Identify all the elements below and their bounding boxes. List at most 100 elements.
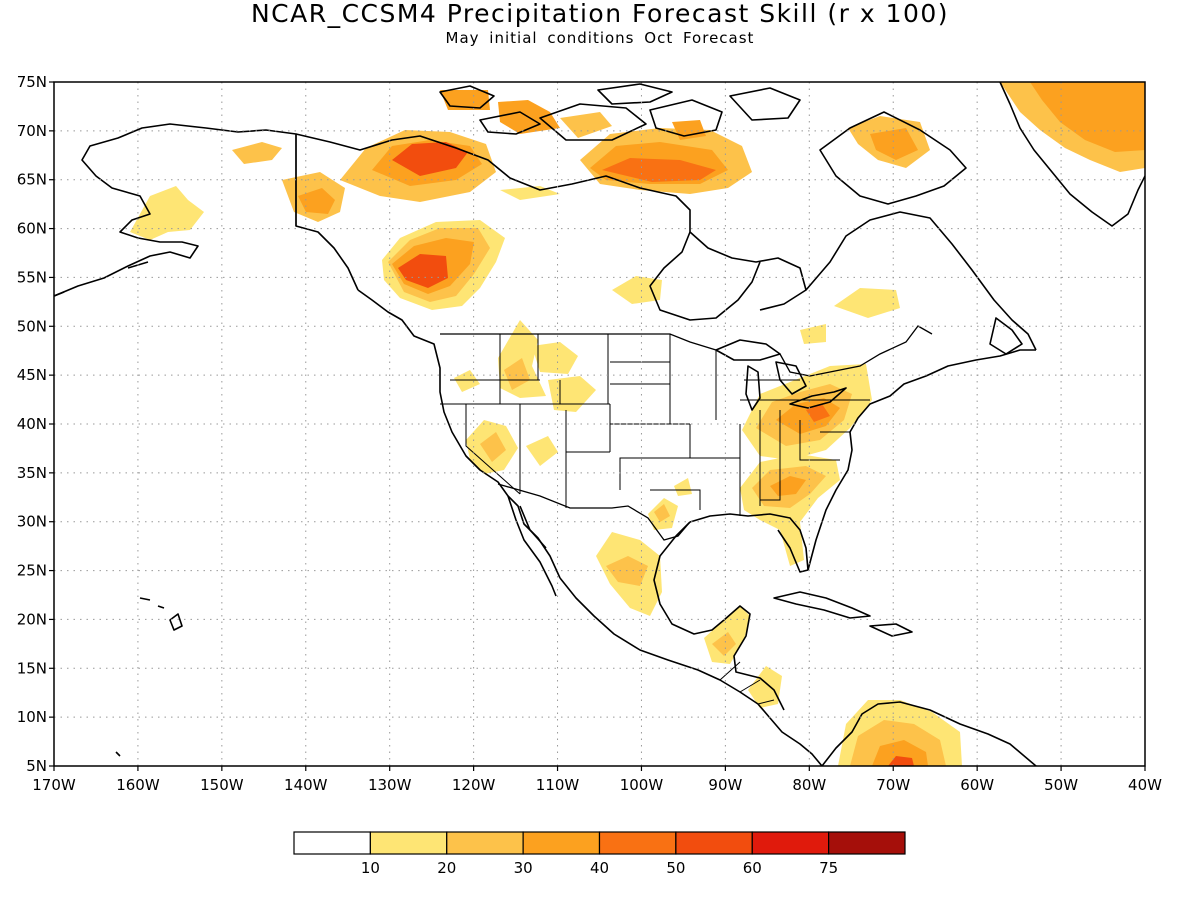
colorbar-swatch bbox=[293, 831, 371, 855]
lon-tick-label: 100W bbox=[620, 776, 664, 794]
us-canada-border bbox=[440, 325, 933, 377]
arctic-island-4 bbox=[439, 85, 495, 109]
skill-patch-montana bbox=[532, 342, 578, 374]
skill-patch-greenland-core bbox=[1030, 82, 1145, 152]
skill-patch-ohio-valley-core bbox=[806, 404, 830, 422]
skill-patch-texas-core bbox=[654, 504, 670, 522]
central-america-borders bbox=[719, 661, 775, 705]
colorbar-swatch bbox=[522, 831, 601, 855]
skill-patch-venezuela-upper bbox=[872, 740, 928, 766]
skill-patch-northern-rockies-core bbox=[504, 358, 530, 390]
cuba-coast bbox=[773, 591, 871, 619]
lat-tick-label: 40N bbox=[17, 415, 47, 433]
colorbar-swatch bbox=[828, 831, 906, 855]
east-coast bbox=[807, 349, 1036, 571]
map-plot-area bbox=[53, 81, 1146, 767]
colorbar-label: 60 bbox=[743, 859, 762, 877]
lat-tick-label: 50N bbox=[17, 317, 47, 335]
skill-patch-east-texas bbox=[674, 478, 692, 496]
lat-tick-label: 20N bbox=[17, 610, 47, 628]
lon-tick-label: 90W bbox=[708, 776, 742, 794]
gulf-coast bbox=[653, 521, 785, 711]
greenland-coast bbox=[999, 82, 1145, 227]
skill-patch-quebec bbox=[834, 288, 900, 318]
lon-tick-label: 140W bbox=[284, 776, 328, 794]
skill-patch-quebec-south bbox=[800, 324, 826, 344]
south-america-coast bbox=[821, 701, 1037, 766]
skill-patch-central-america bbox=[748, 666, 782, 708]
lon-tick-label: 150W bbox=[200, 776, 244, 794]
coastlines bbox=[54, 82, 1145, 766]
skill-patch-yucatan-core bbox=[712, 632, 736, 656]
colorbar-swatch bbox=[446, 831, 524, 855]
great-lake-erie-ontario bbox=[789, 387, 847, 409]
arctic-coast bbox=[295, 133, 807, 311]
skill-patch-baffin-core bbox=[870, 128, 918, 160]
baffin-coast bbox=[819, 111, 967, 205]
hispaniola-coast bbox=[869, 623, 913, 637]
lat-tick-label: 45N bbox=[17, 366, 47, 384]
map-subtitle: May initial conditions Oct Forecast bbox=[445, 29, 755, 47]
skill-patch-yukon-core bbox=[298, 188, 335, 214]
arctic-island-3 bbox=[729, 87, 801, 121]
latitude-axis: 75N 70N 65N 60N 55N 50N 45N 40N 35N 30N 25N 20N 15N 1… bbox=[17, 73, 54, 775]
us-mexico-border bbox=[497, 483, 691, 541]
lon-tick-label: 110W bbox=[536, 776, 580, 794]
lon-tick-label: 80W bbox=[792, 776, 826, 794]
colorbar-swatch bbox=[675, 831, 753, 855]
lon-tick-label: 70W bbox=[876, 776, 910, 794]
colorbar-swatch bbox=[369, 831, 448, 855]
skill-patch-southeast-inner bbox=[770, 476, 806, 496]
lat-tick-label: 70N bbox=[17, 122, 47, 140]
skill-patch-northern-bc-core bbox=[398, 254, 448, 288]
colorbar-label: 50 bbox=[666, 859, 685, 877]
lon-tick-label: 50W bbox=[1044, 776, 1078, 794]
colorbar-label: 75 bbox=[819, 859, 838, 877]
us-state-lines bbox=[440, 334, 870, 516]
baja-coast bbox=[507, 495, 557, 597]
map-title: NCAR_CCSM4 Precipitation Forecast Skill … bbox=[250, 0, 950, 28]
skill-shading bbox=[130, 82, 1145, 766]
lat-tick-label: 15N bbox=[17, 659, 47, 677]
lat-tick-label: 25N bbox=[17, 562, 47, 580]
colorbar: 10 20 30 40 50 60 75 bbox=[293, 831, 906, 877]
skill-patch-northern-ontario bbox=[612, 276, 662, 304]
lon-tick-label: 160W bbox=[116, 776, 160, 794]
hudson-bay-coast bbox=[649, 231, 761, 321]
skill-patch-arctic-islands-west bbox=[440, 90, 490, 110]
lat-tick-label: 75N bbox=[17, 73, 47, 91]
arctic-island-5 bbox=[597, 83, 673, 105]
lon-tick-label: 130W bbox=[368, 776, 412, 794]
colorbar-label: 10 bbox=[361, 859, 380, 877]
arctic-island-2 bbox=[649, 99, 723, 137]
lat-tick-label: 65N bbox=[17, 171, 47, 189]
great-lake-michigan bbox=[745, 365, 761, 411]
lon-tick-label: 170W bbox=[32, 776, 76, 794]
pacific-coast bbox=[357, 289, 561, 579]
arctic-island-6 bbox=[479, 111, 541, 135]
skill-patch-four-corners bbox=[526, 436, 558, 466]
skill-patch-sw-alaska bbox=[130, 186, 204, 240]
lat-tick-label: 55N bbox=[17, 268, 47, 286]
labrador-coast bbox=[805, 211, 1037, 351]
skill-patch-north-alaska bbox=[232, 142, 282, 164]
arctic-island-1 bbox=[539, 103, 647, 141]
colorbar-label: 20 bbox=[437, 859, 456, 877]
lon-tick-label: 40W bbox=[1128, 776, 1162, 794]
lon-tick-label: 120W bbox=[452, 776, 496, 794]
skill-patch-mackenzie-core bbox=[392, 142, 468, 176]
longitude-axis: 170W 160W 150W 140W 130W 120W 110W 100W 90W 80W 70… bbox=[32, 766, 1162, 794]
lon-tick-label: 60W bbox=[960, 776, 994, 794]
newfoundland-coast bbox=[989, 317, 1023, 355]
colorbar-swatch bbox=[751, 831, 830, 855]
skill-patch-arctic-islands-east bbox=[560, 112, 612, 138]
hawaii-coast bbox=[115, 597, 183, 757]
colorbar-label: 40 bbox=[590, 859, 609, 877]
colorbar-label: 30 bbox=[514, 859, 533, 877]
skill-patch-venezuela-core bbox=[888, 756, 914, 766]
skill-patch-great-basin-core bbox=[480, 432, 506, 462]
skill-patch-kivalliq-core bbox=[602, 158, 716, 182]
lat-tick-label: 35N bbox=[17, 464, 47, 482]
lat-tick-label: 30N bbox=[17, 513, 47, 531]
